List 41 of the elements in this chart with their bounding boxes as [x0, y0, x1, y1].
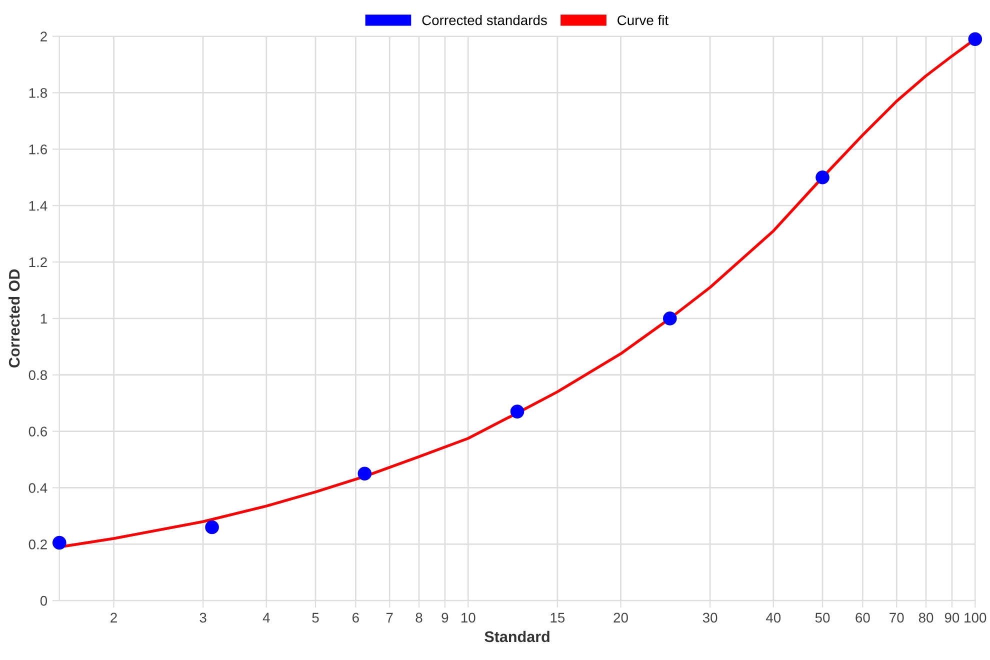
legend-label: Curve fit [618, 14, 668, 26]
x-tick-label: 6 [352, 612, 359, 623]
y-tick-label: 1.2 [29, 257, 47, 268]
y-tick-label: 1.6 [29, 144, 47, 154]
y-tick-label: 0.6 [28, 426, 47, 436]
x-tick-label: 3 [200, 612, 206, 623]
x-tick-label: 7 [386, 612, 393, 622]
x-tick-label: 60 [856, 612, 870, 623]
x-tick-label: 100 [964, 612, 986, 623]
x-tick-label: 4 [262, 612, 270, 622]
point [205, 520, 219, 534]
y-axis-title: Corrected OD [8, 269, 20, 368]
x-tick-label: 30 [702, 612, 718, 623]
point [510, 404, 524, 418]
x-tick-label: 2 [110, 612, 117, 622]
point [968, 32, 982, 46]
x-tick-label: 90 [944, 612, 960, 623]
y-tick-label: 1 [40, 314, 47, 324]
y-tick-label: 0.8 [28, 370, 47, 380]
x-tick-label: 70 [890, 612, 904, 623]
x-tick-label: 5 [312, 612, 319, 623]
x-tick-label: 8 [416, 612, 422, 623]
y-tick-label: 2 [40, 32, 47, 42]
x-tick-label: 80 [918, 612, 934, 623]
legend-label: Corrected standards [422, 14, 547, 26]
x-axis-title: Standard [484, 630, 550, 642]
y-tick-label: 1.4 [29, 201, 48, 211]
x-tick-label: 20 [614, 612, 628, 623]
y-tick-label: 0 [40, 596, 48, 606]
x-tick-label: 50 [815, 612, 830, 623]
x-tick-label: 15 [550, 612, 565, 623]
x-tick-label: 9 [442, 612, 448, 623]
point [662, 312, 677, 326]
y-tick-label: 0.4 [28, 483, 48, 493]
point [816, 170, 830, 184]
point [358, 466, 372, 481]
y-tick-label: 0.2 [28, 540, 47, 550]
point [52, 536, 66, 550]
x-tick-label: 40 [766, 612, 781, 623]
x-tick-label: 10 [461, 612, 476, 623]
y-tick-label: 1.8 [29, 88, 47, 98]
